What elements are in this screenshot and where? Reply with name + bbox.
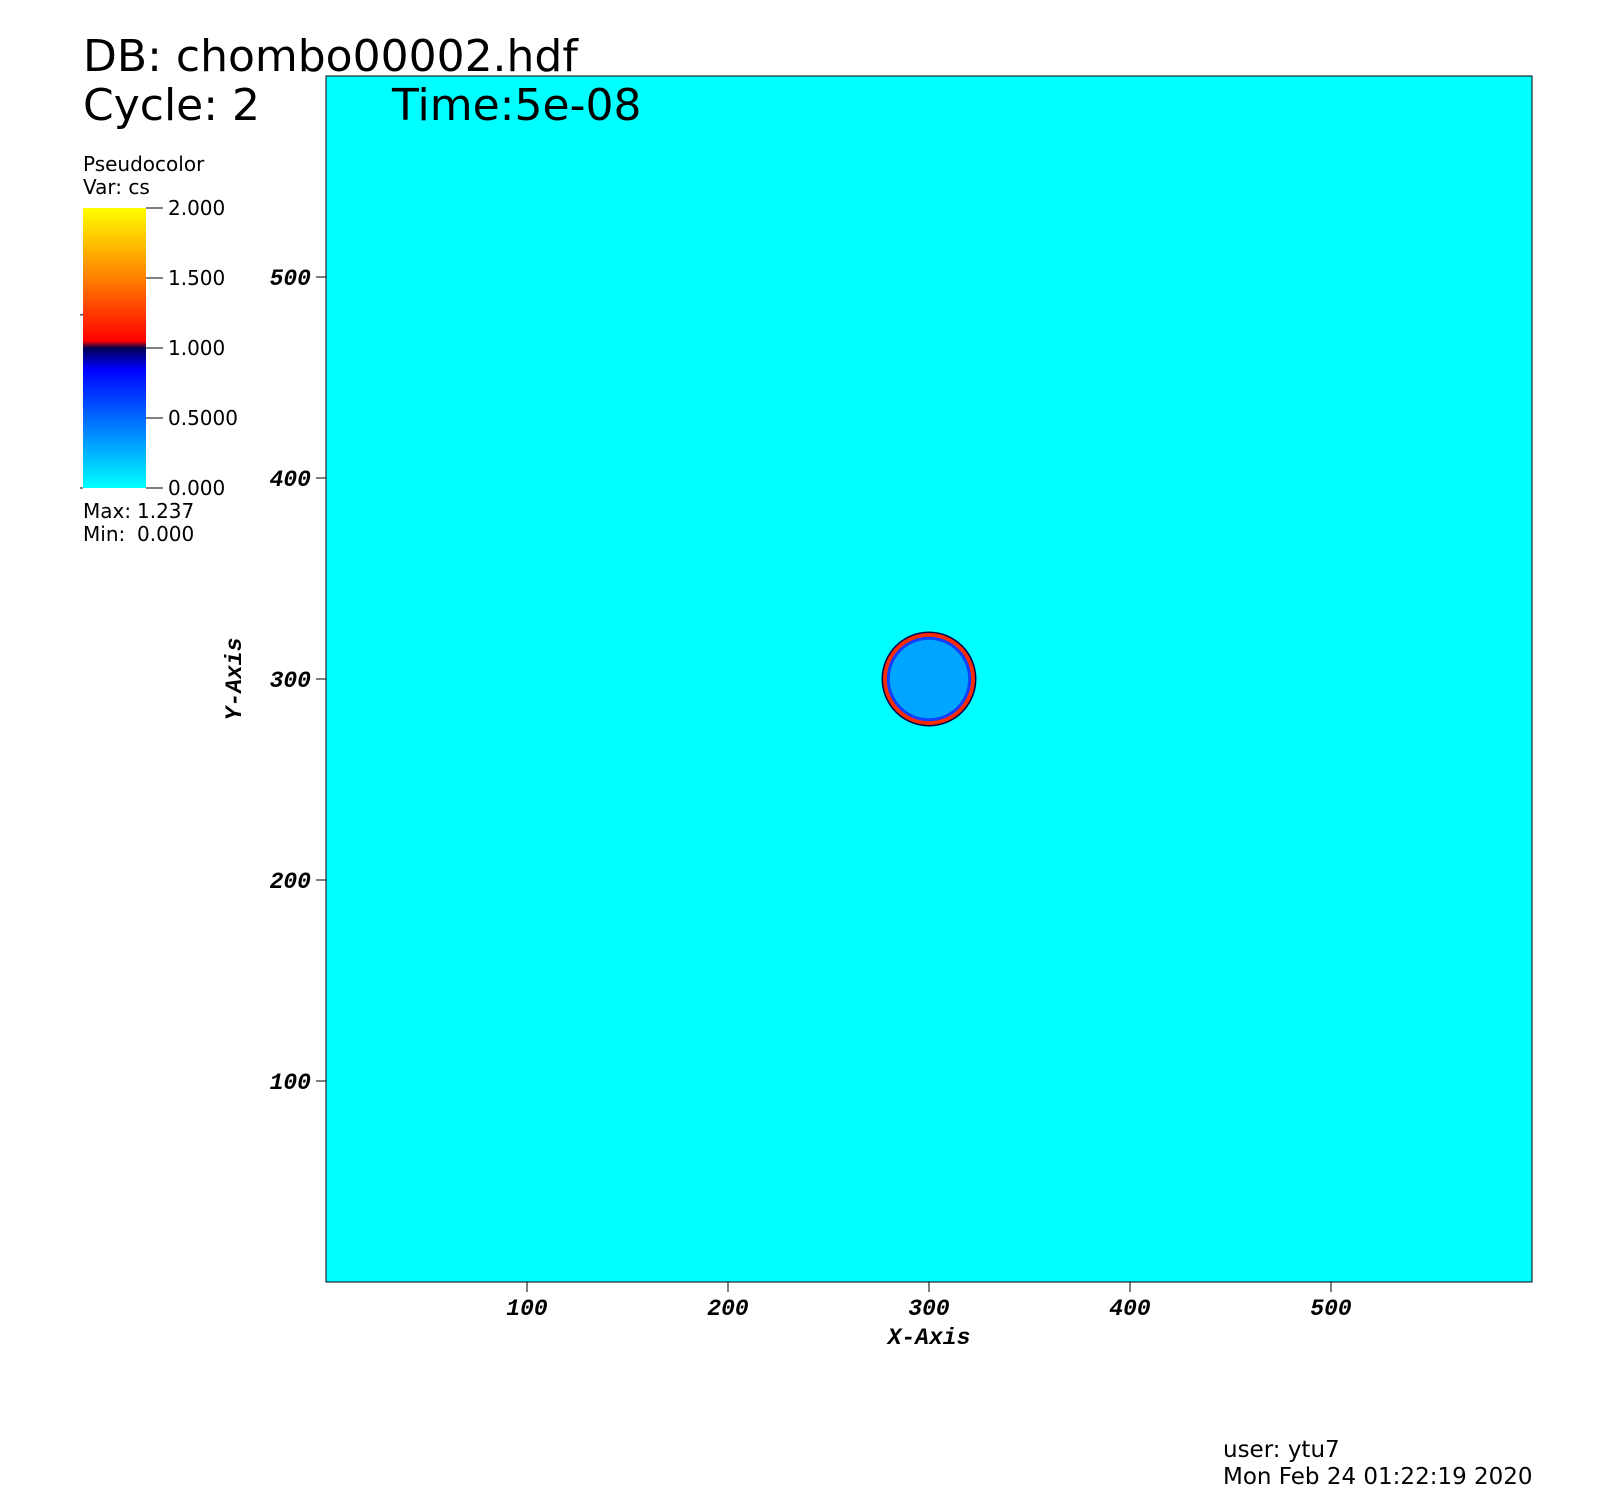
y-tick-label: 100: [270, 1070, 312, 1096]
cycle-label: Cycle: 2: [83, 80, 260, 131]
x-tick-label: 200: [707, 1296, 749, 1322]
x-tick-label: 500: [1310, 1296, 1352, 1322]
x-tick-label: 400: [1109, 1296, 1151, 1322]
ring-interior: [885, 635, 973, 723]
x-tick-label: 100: [506, 1296, 548, 1322]
colorbar-tick-label: 1.000: [168, 336, 225, 360]
legend-title: Pseudocolor: [83, 152, 205, 176]
y-tick-label: 300: [270, 668, 312, 694]
y-tick-label: 400: [270, 467, 312, 493]
stat-name: Min:: [83, 522, 125, 546]
time-label: Time:5e-08: [391, 80, 641, 131]
database-label: DB: chombo00002.hdf: [83, 31, 579, 82]
colorbar-tick-label: 2.000: [168, 196, 225, 220]
y-tick-label: 200: [270, 869, 312, 895]
legend-var: Var: cs: [83, 175, 150, 199]
x-tick-label: 300: [908, 1296, 950, 1322]
stat-name: Max:: [83, 499, 131, 523]
colorbar-tick-label: 0.000: [168, 476, 225, 500]
ring-edge: [881, 631, 977, 727]
colorbar-tick-label: 1.500: [168, 266, 225, 290]
colorbar-tick-label: 0.5000: [168, 406, 238, 430]
ring-front: [882, 632, 976, 726]
stat-value: 1.237: [137, 499, 194, 523]
date-label: Mon Feb 24 01:22:19 2020: [1223, 1464, 1533, 1490]
stat-value: 0.000: [137, 522, 194, 546]
y-tick-label: 500: [270, 266, 312, 292]
colorbar: [83, 208, 146, 488]
user-label: user: ytu7: [1223, 1437, 1340, 1463]
y-axis-title: Y-Axis: [222, 638, 248, 721]
x-axis-title: X-Axis: [886, 1325, 971, 1351]
